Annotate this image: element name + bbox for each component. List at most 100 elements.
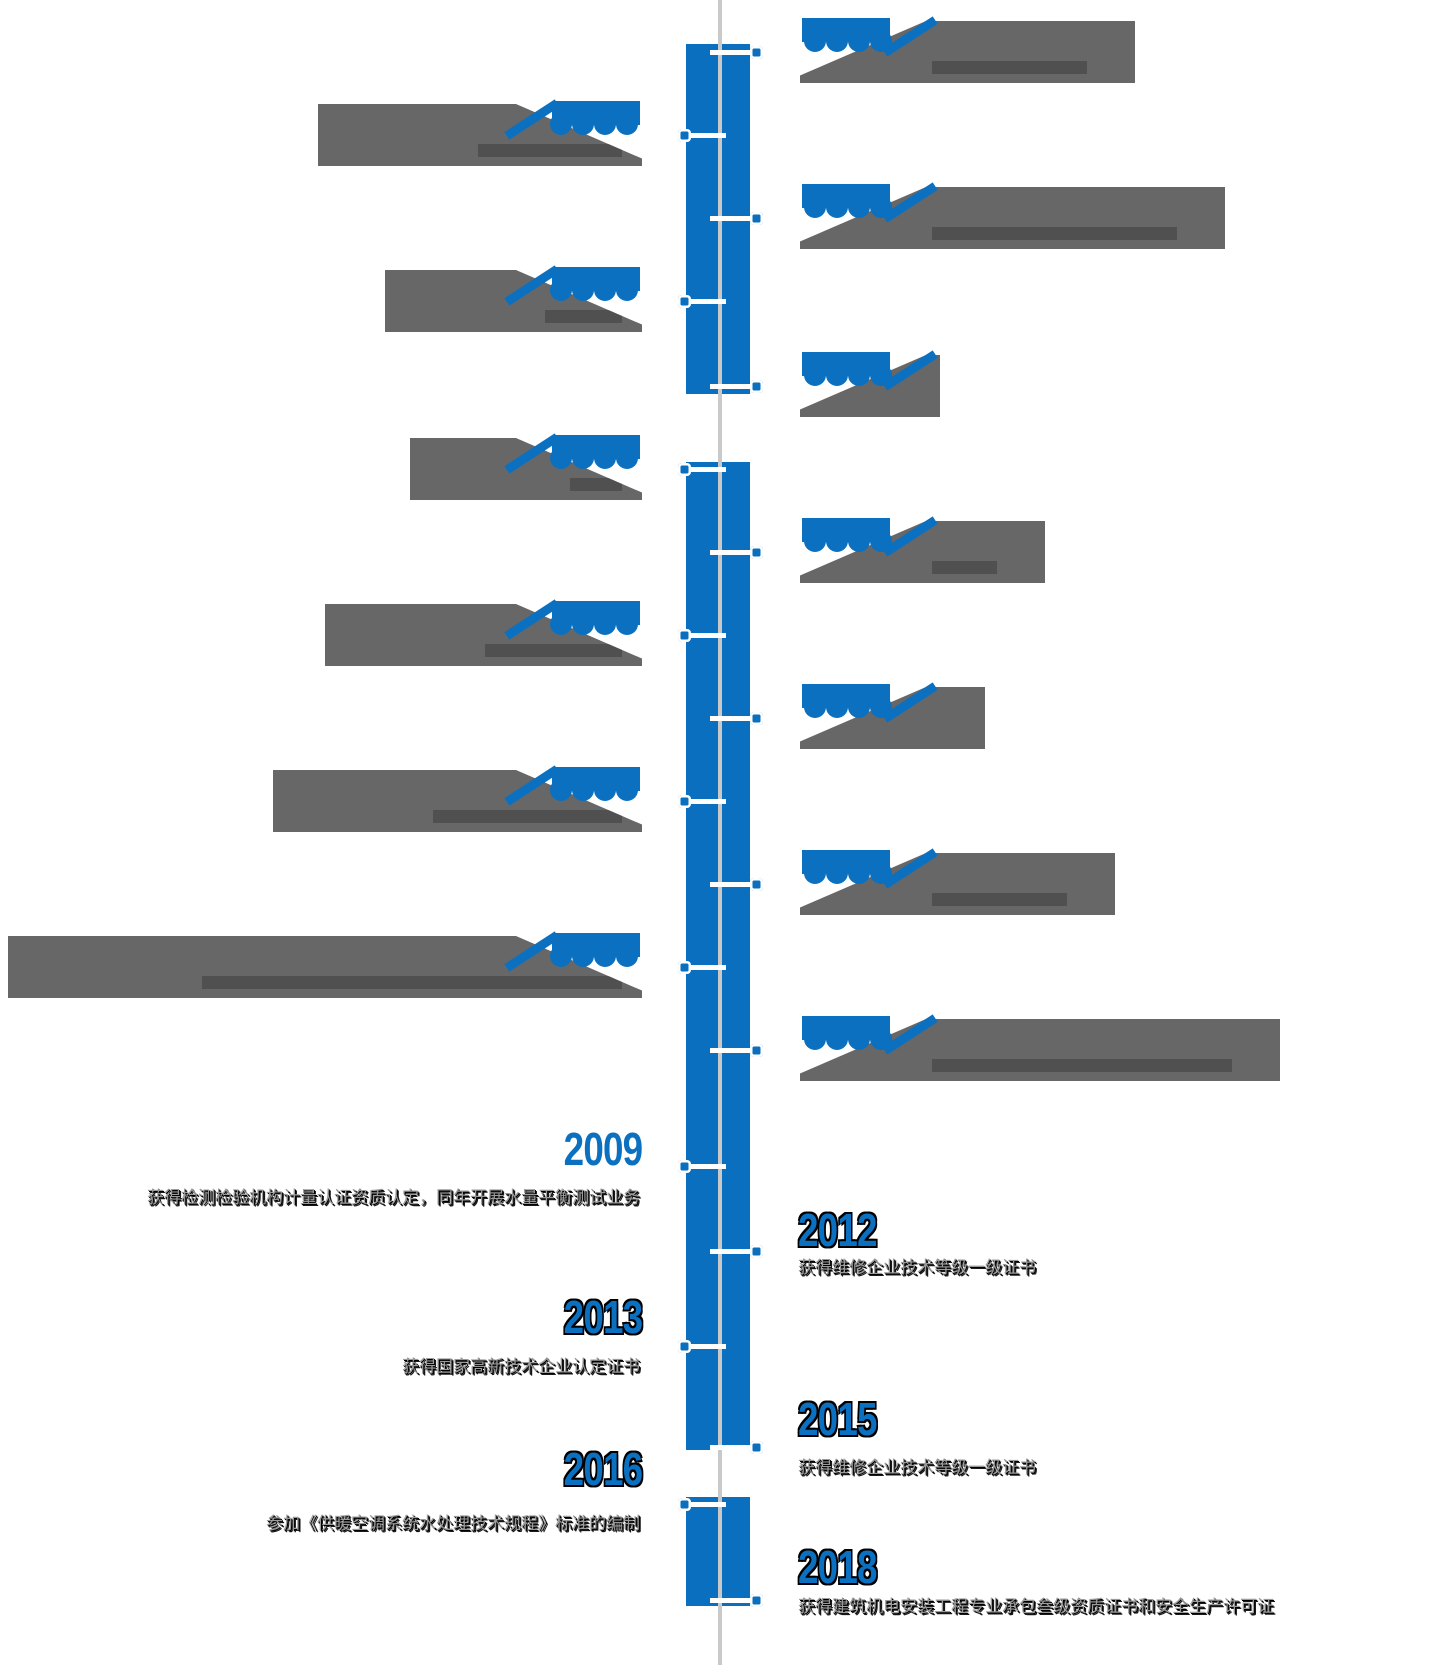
year-glyph-fragment (826, 862, 848, 884)
obscured-year-glyphs (500, 931, 640, 973)
year-glyph-fragment (826, 30, 848, 52)
timeline-tick (710, 882, 750, 887)
year-glyph-fragment (826, 196, 848, 218)
timeline-node-e08[interactable] (678, 629, 691, 642)
obscured-description-text (485, 644, 622, 657)
year-glyph-fragment (572, 945, 594, 967)
timeline-tick (686, 1344, 726, 1349)
timeline-tick (710, 1249, 750, 1254)
year-glyph-fragment (594, 447, 616, 469)
year-glyph-fragment (804, 696, 826, 718)
year-glyph-fragment (550, 945, 572, 967)
year-glyph-fragment (804, 30, 826, 52)
year-glyph-fragment (550, 779, 572, 801)
obscured-year-glyphs (500, 99, 640, 141)
year-label-2018: 2018 (798, 1541, 877, 1593)
timeline-tick (710, 1048, 750, 1053)
obscured-year-glyphs (802, 848, 942, 890)
obscured-year-glyphs (802, 16, 942, 58)
timeline-tick (686, 1502, 726, 1507)
timeline-node-2012[interactable] (750, 1245, 763, 1258)
timeline-tick (710, 216, 750, 221)
obscured-year-glyphs (802, 682, 942, 724)
year-glyph-fragment (594, 613, 616, 635)
timeline-node-2009[interactable] (678, 1160, 691, 1173)
obscured-description-text (478, 144, 622, 157)
year-glyph-fragment (826, 364, 848, 386)
year-glyph-fragment (616, 447, 638, 469)
timeline-tick (686, 1164, 726, 1169)
timeline-tick (686, 133, 726, 138)
obscured-year-glyphs (500, 265, 640, 307)
timeline-node-e01[interactable] (750, 46, 763, 59)
year-glyph-fragment (616, 613, 638, 635)
year-glyph-fragment (572, 613, 594, 635)
timeline-node-e07[interactable] (750, 546, 763, 559)
year-glyph-fragment (550, 279, 572, 301)
year-glyph-fragment (616, 113, 638, 135)
timeline-node-e10[interactable] (678, 795, 691, 808)
year-glyph-fragment (848, 30, 870, 52)
obscured-description-text (202, 976, 622, 989)
year-glyph-fragment (594, 945, 616, 967)
year-label-2012: 2012 (798, 1204, 877, 1256)
year-glyph-fragment (804, 530, 826, 552)
obscured-year-glyphs (802, 182, 942, 224)
timeline-node-e11[interactable] (750, 878, 763, 891)
year-glyph-fragment (572, 779, 594, 801)
obscured-year-glyphs (802, 1014, 942, 1056)
year-glyph-fragment (594, 113, 616, 135)
milestone-description-2015: 获得维修企业技术等级一级证书 (798, 1458, 1036, 1477)
timeline-node-e02[interactable] (678, 129, 691, 142)
year-glyph-fragment (848, 1028, 870, 1050)
year-glyph-fragment (550, 447, 572, 469)
year-glyph-fragment (550, 613, 572, 635)
year-glyph-fragment (572, 113, 594, 135)
milestone-description-2009: 获得检测检验机构计量认证资质认定，同年开展水量平衡测试业务 (147, 1188, 640, 1207)
timeline-tick (686, 965, 726, 970)
obscured-description-text (433, 810, 622, 823)
year-glyph-fragment (616, 779, 638, 801)
timeline-axis-line (718, 0, 722, 1665)
year-glyph-fragment (826, 1028, 848, 1050)
timeline-node-2015[interactable] (750, 1441, 763, 1454)
timeline-node-2018[interactable] (750, 1594, 763, 1607)
year-glyph-fragment (848, 862, 870, 884)
year-glyph-fragment (616, 279, 638, 301)
timeline-node-2016[interactable] (678, 1498, 691, 1511)
timeline-tick (710, 550, 750, 555)
timeline-tick (686, 633, 726, 638)
year-label-2009: 2009 (563, 1123, 642, 1175)
timeline-node-e06[interactable] (678, 463, 691, 476)
obscured-description-text (545, 310, 622, 323)
year-glyph-fragment (804, 364, 826, 386)
milestone-description-2012: 获得维修企业技术等级一级证书 (798, 1258, 1036, 1277)
timeline-tick (710, 716, 750, 721)
year-glyph-fragment (616, 945, 638, 967)
timeline-node-2013[interactable] (678, 1340, 691, 1353)
obscured-year-glyphs (802, 350, 942, 392)
year-glyph-fragment (804, 1028, 826, 1050)
obscured-description-text (932, 893, 1067, 906)
timeline-tick (686, 299, 726, 304)
year-glyph-fragment (594, 279, 616, 301)
obscured-year-glyphs (500, 433, 640, 475)
timeline-node-e04[interactable] (678, 295, 691, 308)
year-glyph-fragment (826, 696, 848, 718)
year-glyph-fragment (550, 113, 572, 135)
timeline-tick (710, 1445, 750, 1450)
timeline-tick (710, 1598, 750, 1603)
timeline-node-e09[interactable] (750, 712, 763, 725)
year-glyph-fragment (804, 196, 826, 218)
year-glyph-fragment (848, 530, 870, 552)
timeline-node-e05[interactable] (750, 380, 763, 393)
year-glyph-fragment (848, 196, 870, 218)
timeline-node-e13[interactable] (750, 1044, 763, 1057)
timeline-node-e12[interactable] (678, 961, 691, 974)
year-label-2016: 2016 (563, 1443, 642, 1495)
year-label-2015: 2015 (798, 1393, 877, 1445)
year-glyph-fragment (572, 447, 594, 469)
year-glyph-fragment (804, 862, 826, 884)
timeline-node-e03[interactable] (750, 212, 763, 225)
